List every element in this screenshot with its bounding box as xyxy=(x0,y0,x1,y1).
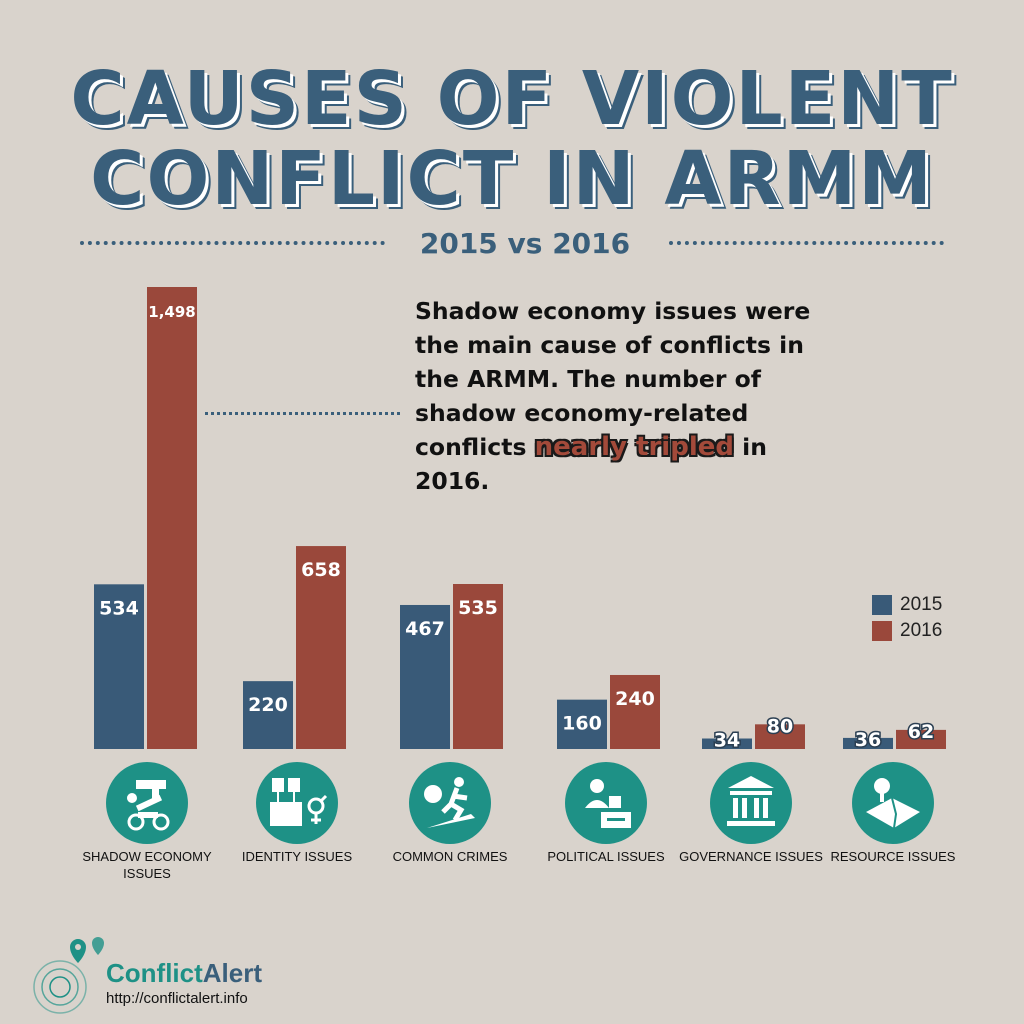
land-parcel-icon xyxy=(852,762,934,844)
legend-label-2015: 2015 xyxy=(900,594,943,615)
bar-2016-3 xyxy=(610,674,660,749)
callout-text-end: in 2016. xyxy=(415,433,767,495)
brand-url: http://conflictalert.info xyxy=(106,990,248,1007)
bar-2016-2 xyxy=(453,584,503,749)
bar-label-2016-1: 658 xyxy=(301,559,341,581)
callout-text: Shadow economy issues were the main caus… xyxy=(415,294,815,498)
bar-2015-3 xyxy=(557,699,607,749)
soldier-ballot-icon xyxy=(565,762,647,844)
page-title-line2: CONFLICT IN ARMM xyxy=(90,136,934,222)
bar-2016-0 xyxy=(147,287,197,749)
bar-label-2015-3: 160 xyxy=(562,713,602,735)
bar-label-2015-2: 467 xyxy=(405,618,445,640)
bar-2015-4 xyxy=(702,738,752,749)
bar-label-2016-2: 535 xyxy=(458,597,498,619)
gun-drug-motorcycle-icon xyxy=(106,762,188,844)
brand-name-part2: Alert xyxy=(202,958,263,988)
bar-label-2015-0: 534 xyxy=(99,597,139,619)
bar-2016-1 xyxy=(296,546,346,749)
legend-swatch-2015 xyxy=(872,595,892,615)
category-label-shadow-economy: SHADOW ECONOMY ISSUES xyxy=(82,849,212,881)
callout-highlight: nearly tripled xyxy=(534,432,734,462)
brand-name: ConflictAlert xyxy=(106,958,262,989)
bar-2015-0 xyxy=(94,584,144,749)
government-building-icon xyxy=(710,762,792,844)
bar-label-2016-4: 80 xyxy=(767,715,793,737)
bar-label-2015-5: 36 xyxy=(855,729,881,751)
subtitle: 2015 vs 2016 xyxy=(419,227,631,260)
bar-2015-1 xyxy=(243,681,293,749)
dotted-divider-left xyxy=(80,241,385,245)
bar-2016-5 xyxy=(896,729,946,749)
bar-label-2016-0: 1,498 xyxy=(148,303,195,321)
bar-label-2016-5: 62 xyxy=(908,721,934,743)
bar-label-2015-1: 220 xyxy=(248,694,288,716)
category-label-common-crimes: COMMON CRIMES xyxy=(392,849,508,864)
subtitle-row: 2015 vs 2016 xyxy=(80,227,944,260)
conflictalert-logo-icon xyxy=(33,937,104,1014)
chart-legend: 2015 2016 xyxy=(872,592,942,644)
category-label-political: POLITICAL ISSUES xyxy=(547,849,665,864)
dotted-divider-right xyxy=(669,241,944,245)
legend-label-2016: 2016 xyxy=(900,620,943,641)
bar-2016-4 xyxy=(755,724,805,749)
legend-swatch-2016 xyxy=(872,621,892,641)
legend-item-2016: 2016 xyxy=(872,618,942,644)
protest-gender-icon xyxy=(256,762,338,844)
bar-label-2015-4: 34 xyxy=(714,730,740,752)
callout-text-main: Shadow economy issues were the main caus… xyxy=(415,297,811,461)
bar-2015-2 xyxy=(400,604,450,749)
callout-connector xyxy=(205,412,400,415)
bar-label-2016-3: 240 xyxy=(615,688,655,710)
legend-item-2015: 2015 xyxy=(872,592,942,618)
category-label-governance: GOVERNANCE ISSUES xyxy=(679,849,823,864)
thief-knife-icon xyxy=(409,762,491,844)
brand-name-part1: Conflict xyxy=(106,958,203,988)
page-title-line1: CAUSES OF VIOLENT xyxy=(70,56,954,142)
bar-2015-5 xyxy=(843,737,893,749)
category-label-resource: RESOURCE ISSUES xyxy=(830,849,956,864)
category-label-identity: IDENTITY ISSUES xyxy=(241,849,353,864)
